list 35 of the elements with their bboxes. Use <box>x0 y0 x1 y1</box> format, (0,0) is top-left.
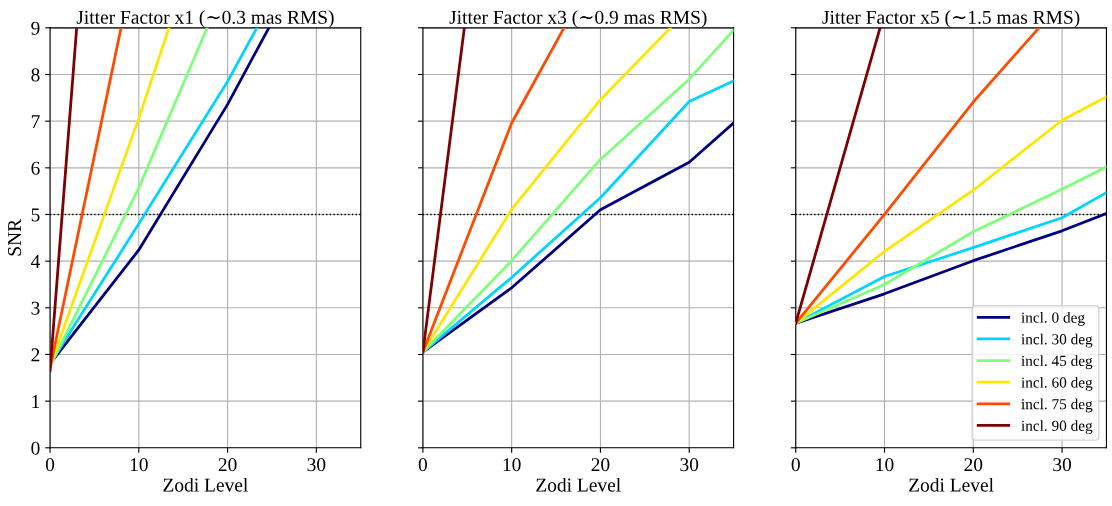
y-tick-label: 7 <box>31 115 40 128</box>
x-tick-label: 0 <box>791 458 800 472</box>
x-tick-label: 30 <box>307 458 326 472</box>
y-tick-label: 4 <box>30 255 41 268</box>
y-tick-label: 0 <box>31 441 40 455</box>
x-tick-label: 0 <box>45 458 55 472</box>
x-axis-title: Zodi Level <box>163 477 248 492</box>
x-tick-label: 30 <box>680 458 699 472</box>
y-tick-label: 8 <box>31 68 40 82</box>
legend-label: incl. 90 deg <box>1021 420 1093 435</box>
y-tick-label: 9 <box>31 21 40 35</box>
legend-label: incl. 30 deg <box>1021 333 1093 348</box>
x-tick-label: 0 <box>418 458 428 472</box>
x-axis-title: Zodi Level <box>536 477 621 492</box>
y-tick-label: 3 <box>31 301 40 315</box>
chart-title: Jitter Factor x3 (∼0.9 mas RMS) <box>449 10 707 28</box>
x-tick-label: 20 <box>591 458 610 472</box>
x-tick-label: 10 <box>876 458 894 472</box>
legend-label: incl. 0 deg <box>1021 312 1085 326</box>
chart-title: Jitter Factor x1 (∼0.3 mas RMS) <box>76 10 334 28</box>
legend-label: incl. 60 deg <box>1021 376 1093 391</box>
y-tick-label: 5 <box>31 208 40 222</box>
y-tick-label: 2 <box>31 348 40 362</box>
x-tick-label: 20 <box>218 458 237 472</box>
y-tick-label: 6 <box>31 161 40 175</box>
x-tick-label: 20 <box>964 458 983 472</box>
x-tick-label: 30 <box>1053 458 1072 472</box>
chart-title: Jitter Factor x5 (∼1.5 mas RMS) <box>822 10 1080 28</box>
y-tick-label: 1 <box>32 395 40 408</box>
legend-label: incl. 45 deg <box>1021 355 1093 370</box>
x-tick-label: 10 <box>130 458 148 472</box>
x-axis-title: Zodi Level <box>909 477 994 492</box>
x-tick-label: 10 <box>503 458 521 472</box>
legend-label: incl. 75 deg <box>1021 398 1093 413</box>
y-axis-title: SNR <box>8 218 22 256</box>
